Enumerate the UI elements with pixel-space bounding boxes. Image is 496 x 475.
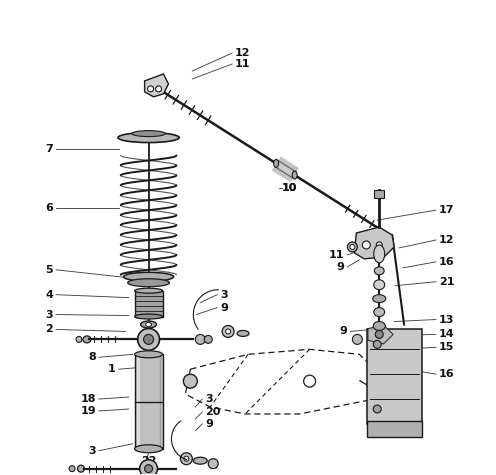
- Circle shape: [184, 374, 197, 388]
- Circle shape: [226, 329, 231, 334]
- Bar: [135, 354, 163, 449]
- Text: 7: 7: [46, 143, 53, 153]
- Ellipse shape: [69, 466, 75, 472]
- Ellipse shape: [132, 131, 165, 137]
- Ellipse shape: [193, 457, 207, 464]
- Bar: [368, 421, 422, 437]
- Text: 8: 8: [88, 352, 96, 362]
- Text: 3: 3: [46, 310, 53, 320]
- Text: 9: 9: [340, 326, 347, 336]
- Polygon shape: [354, 227, 394, 259]
- Circle shape: [148, 86, 154, 92]
- Text: 14: 14: [439, 330, 454, 340]
- Text: 9: 9: [337, 262, 344, 272]
- Ellipse shape: [374, 267, 384, 275]
- Circle shape: [375, 331, 383, 338]
- Ellipse shape: [127, 279, 170, 287]
- Text: 12: 12: [439, 235, 454, 245]
- Text: 18: 18: [80, 394, 96, 404]
- Text: 10: 10: [282, 183, 297, 193]
- Circle shape: [373, 405, 381, 413]
- Ellipse shape: [374, 245, 385, 263]
- Circle shape: [222, 325, 234, 337]
- Circle shape: [352, 334, 362, 344]
- Text: 16: 16: [439, 257, 454, 267]
- Polygon shape: [368, 325, 393, 344]
- Text: 15: 15: [439, 342, 454, 352]
- Text: 3: 3: [88, 446, 96, 456]
- Circle shape: [350, 245, 355, 249]
- Text: 11: 11: [329, 250, 344, 260]
- Text: 6: 6: [45, 203, 53, 213]
- Ellipse shape: [374, 280, 385, 290]
- Circle shape: [181, 453, 192, 465]
- Text: 10: 10: [282, 183, 297, 193]
- Text: 4: 4: [45, 290, 53, 300]
- Ellipse shape: [374, 308, 385, 316]
- Text: 3: 3: [205, 394, 213, 404]
- Text: 19: 19: [80, 406, 96, 416]
- Text: 11: 11: [235, 59, 250, 69]
- Ellipse shape: [373, 322, 385, 331]
- Circle shape: [156, 86, 162, 92]
- Circle shape: [138, 329, 160, 351]
- Circle shape: [144, 334, 154, 344]
- Text: 22: 22: [141, 456, 156, 466]
- Text: 5: 5: [46, 265, 53, 275]
- Bar: [374, 190, 384, 198]
- Text: 17: 17: [439, 205, 454, 215]
- Ellipse shape: [118, 133, 179, 142]
- Text: 9: 9: [205, 419, 213, 429]
- Text: 21: 21: [439, 277, 454, 287]
- Ellipse shape: [135, 288, 163, 293]
- Ellipse shape: [76, 336, 82, 342]
- Ellipse shape: [124, 272, 174, 281]
- Text: 12: 12: [235, 48, 250, 58]
- Ellipse shape: [146, 323, 152, 326]
- Circle shape: [373, 341, 381, 348]
- Text: 13: 13: [439, 314, 454, 324]
- Text: 1: 1: [108, 364, 116, 374]
- Circle shape: [195, 334, 205, 344]
- Text: 3: 3: [220, 290, 228, 300]
- Ellipse shape: [237, 331, 249, 336]
- Ellipse shape: [274, 160, 279, 167]
- Circle shape: [208, 459, 218, 469]
- Text: 16: 16: [439, 369, 454, 379]
- Circle shape: [184, 456, 189, 461]
- Circle shape: [145, 465, 153, 473]
- Ellipse shape: [83, 336, 91, 343]
- Circle shape: [204, 335, 212, 343]
- Ellipse shape: [141, 321, 157, 328]
- Text: 9: 9: [220, 303, 228, 313]
- Circle shape: [347, 242, 357, 252]
- Bar: [135, 291, 163, 316]
- Circle shape: [376, 242, 382, 248]
- Circle shape: [362, 241, 371, 249]
- Ellipse shape: [135, 314, 163, 319]
- Ellipse shape: [77, 465, 84, 472]
- Circle shape: [140, 460, 158, 475]
- Ellipse shape: [292, 171, 297, 179]
- Ellipse shape: [135, 445, 163, 453]
- Ellipse shape: [372, 294, 386, 303]
- Ellipse shape: [135, 351, 163, 358]
- Polygon shape: [145, 74, 169, 97]
- Text: 2: 2: [46, 324, 53, 334]
- Bar: [368, 330, 422, 424]
- Text: 20: 20: [205, 407, 221, 417]
